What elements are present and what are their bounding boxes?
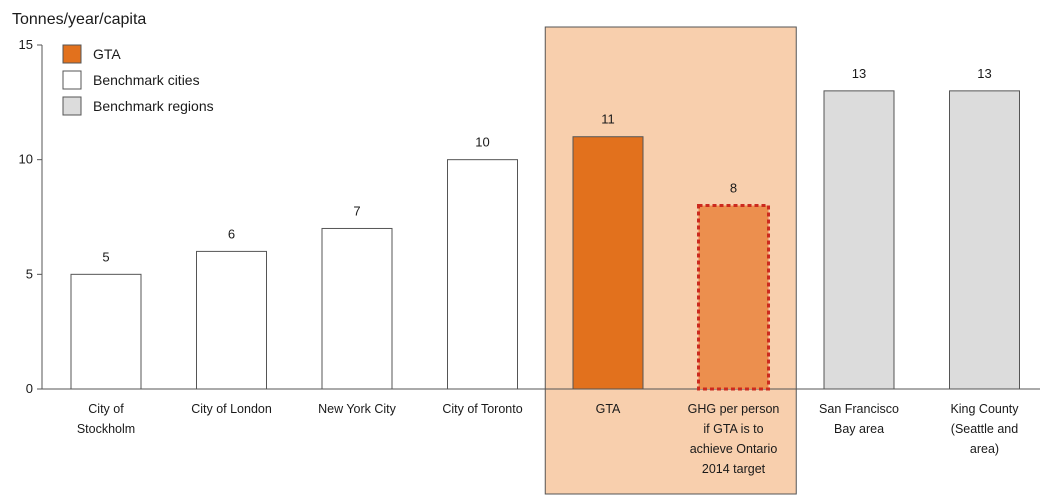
bar — [447, 159, 518, 390]
category-label: City of — [88, 402, 124, 416]
category-label: City of Toronto — [442, 402, 522, 416]
category-label: (Seattle and — [951, 422, 1018, 436]
data-label: 10 — [475, 135, 489, 150]
legend-label: Benchmark regions — [93, 98, 214, 114]
legend-label: GTA — [93, 46, 121, 62]
y-tick-label: 5 — [26, 266, 33, 281]
legend-swatch — [62, 44, 82, 64]
category-label: San Francisco — [819, 402, 899, 416]
legend-swatch — [62, 70, 82, 90]
y-tick-label: 0 — [26, 381, 33, 396]
bar — [697, 204, 770, 391]
data-label: 8 — [730, 181, 737, 196]
data-label: 7 — [353, 203, 360, 218]
category-label: if GTA is to — [703, 422, 763, 436]
legend-swatch — [62, 96, 82, 116]
data-label: 5 — [102, 249, 109, 264]
y-tick-label: 15 — [19, 37, 33, 52]
data-label: 11 — [601, 112, 615, 127]
category-label: achieve Ontario — [690, 442, 778, 456]
category-label: King County — [950, 402, 1019, 416]
category-label: Bay area — [834, 422, 884, 436]
bar — [572, 136, 644, 390]
category-label: City of London — [191, 402, 272, 416]
category-label: GHG per person — [688, 402, 780, 416]
data-label: 6 — [228, 226, 235, 241]
bar — [949, 90, 1020, 390]
category-label: 2014 target — [702, 462, 766, 476]
category-label: area) — [970, 442, 999, 456]
category-label: Stockholm — [77, 422, 135, 436]
category-label: New York City — [318, 402, 397, 416]
legend: GTA Benchmark cities Benchmark regions — [62, 44, 214, 116]
bar — [70, 273, 142, 390]
category-label: GTA — [596, 402, 621, 416]
bar — [196, 250, 267, 390]
y-tick-label: 10 — [19, 152, 33, 167]
bars: 5 City of Stockholm 6 City of London 7 New Yor… — [70, 66, 1020, 476]
data-label: 13 — [977, 66, 991, 81]
legend-label: Benchmark cities — [93, 72, 200, 88]
bar — [823, 90, 895, 390]
y-axis-label: Tonnes/year/capita — [12, 11, 146, 28]
bar — [321, 227, 393, 390]
data-label: 13 — [852, 66, 866, 81]
